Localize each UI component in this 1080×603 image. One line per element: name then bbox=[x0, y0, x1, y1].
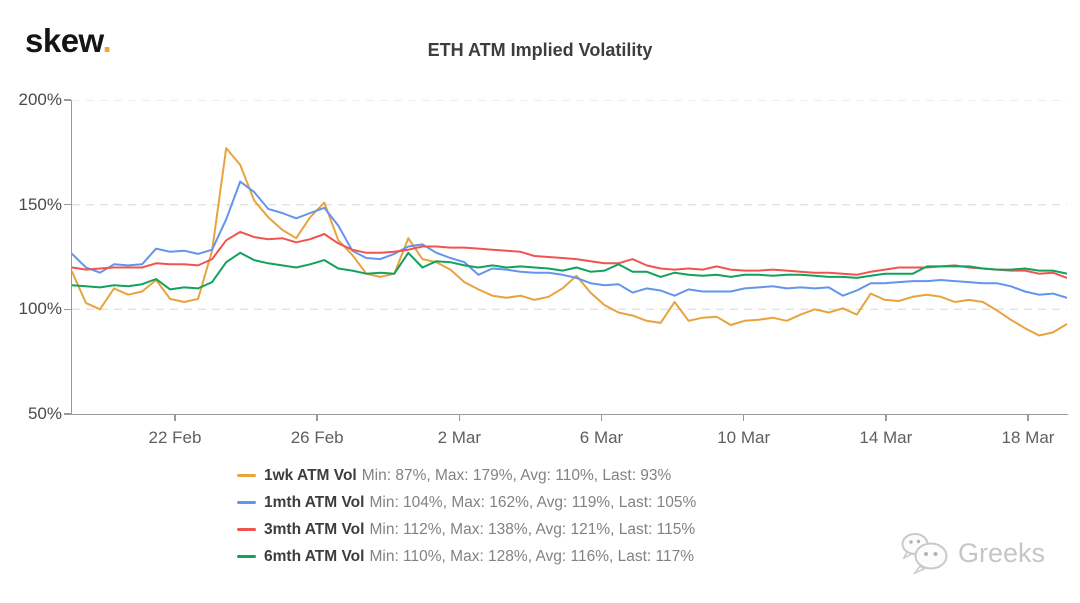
chart-plot-svg bbox=[71, 99, 1068, 337]
x-tick-label: 14 Mar bbox=[859, 428, 913, 447]
chart-title: ETH ATM Implied Volatility bbox=[427, 40, 653, 60]
logo-dot: . bbox=[102, 22, 112, 59]
x-tick-label: 10 Mar bbox=[717, 428, 771, 447]
x-axis-line bbox=[70, 413, 1068, 415]
legend-item-1wk-atm-vol[interactable]: 1wk ATM Vol Min: 87%, Max: 179%, Avg: 11… bbox=[237, 462, 696, 489]
x-tick-label: 2 Mar bbox=[437, 428, 482, 447]
series-line-3mth bbox=[71, 230, 1068, 279]
x-tick-mark bbox=[458, 414, 461, 421]
legend-stats: Min: 110%, Max: 128%, Avg: 116%, Last: 1… bbox=[369, 547, 695, 565]
legend-stats: Min: 104%, Max: 162%, Avg: 119%, Last: 1… bbox=[369, 493, 697, 511]
wechat-icon bbox=[901, 533, 948, 575]
logo-text: skew bbox=[25, 22, 103, 59]
x-tick-mark bbox=[174, 414, 176, 421]
legend-marker-1mth bbox=[237, 501, 256, 504]
x-tick-label: 6 Mar bbox=[579, 428, 624, 447]
legend-label: 3mth ATM Vol bbox=[264, 520, 365, 538]
series-line-6mth bbox=[71, 251, 1068, 291]
y-tick-label: 50% bbox=[27, 404, 62, 423]
chart-legend: 1wk ATM Vol Min: 87%, Max: 179%, Avg: 11… bbox=[237, 462, 696, 570]
legend-label: 6mth ATM Vol bbox=[264, 547, 365, 565]
y-tick-label: 150% bbox=[18, 194, 62, 214]
legend-marker-6mth bbox=[237, 555, 256, 558]
x-tick-mark bbox=[885, 414, 887, 421]
legend-stats: Min: 112%, Max: 138%, Avg: 121%, Last: 1… bbox=[369, 520, 696, 538]
legend-marker-1wk bbox=[237, 474, 256, 477]
y-tick-mark bbox=[64, 99, 71, 101]
legend-label: 1wk ATM Vol bbox=[264, 466, 357, 484]
legend-marker-3mth bbox=[237, 528, 256, 531]
skew-logo: skew. bbox=[25, 22, 112, 60]
watermark-label: Greeks bbox=[958, 537, 1046, 568]
x-tick-label: 22 Feb bbox=[148, 428, 202, 447]
x-tick-label: 18 Mar bbox=[1001, 428, 1055, 447]
watermark: Greeks bbox=[900, 531, 1045, 575]
x-tick-label: 26 Feb bbox=[290, 428, 344, 447]
y-tick-mark bbox=[64, 413, 71, 415]
y-tick-mark bbox=[64, 203, 71, 206]
y-axis-line bbox=[70, 100, 72, 414]
legend-stats: Min: 87%, Max: 179%, Avg: 110%, Last: 93… bbox=[361, 466, 672, 484]
x-tick-mark bbox=[316, 414, 318, 421]
legend-item-1mth-atm-vol[interactable]: 1mth ATM Vol Min: 104%, Max: 162%, Avg: … bbox=[237, 489, 696, 516]
legend-item-3mth-atm-vol[interactable]: 3mth ATM Vol Min: 112%, Max: 138%, Avg: … bbox=[237, 516, 696, 543]
y-tick-mark bbox=[64, 308, 71, 311]
legend-item-6mth-atm-vol[interactable]: 6mth ATM Vol Min: 110%, Max: 128%, Avg: … bbox=[237, 543, 696, 570]
x-tick-mark bbox=[742, 414, 745, 421]
y-tick-label: 200% bbox=[18, 90, 62, 109]
y-tick-label: 100% bbox=[18, 299, 62, 319]
plot-area[interactable] bbox=[71, 99, 1068, 414]
series-line-1mth bbox=[71, 180, 1068, 299]
x-tick-mark bbox=[1027, 414, 1029, 421]
series-line-1wk bbox=[71, 147, 1068, 337]
x-tick-mark bbox=[600, 414, 603, 421]
legend-label: 1mth ATM Vol bbox=[264, 493, 365, 511]
